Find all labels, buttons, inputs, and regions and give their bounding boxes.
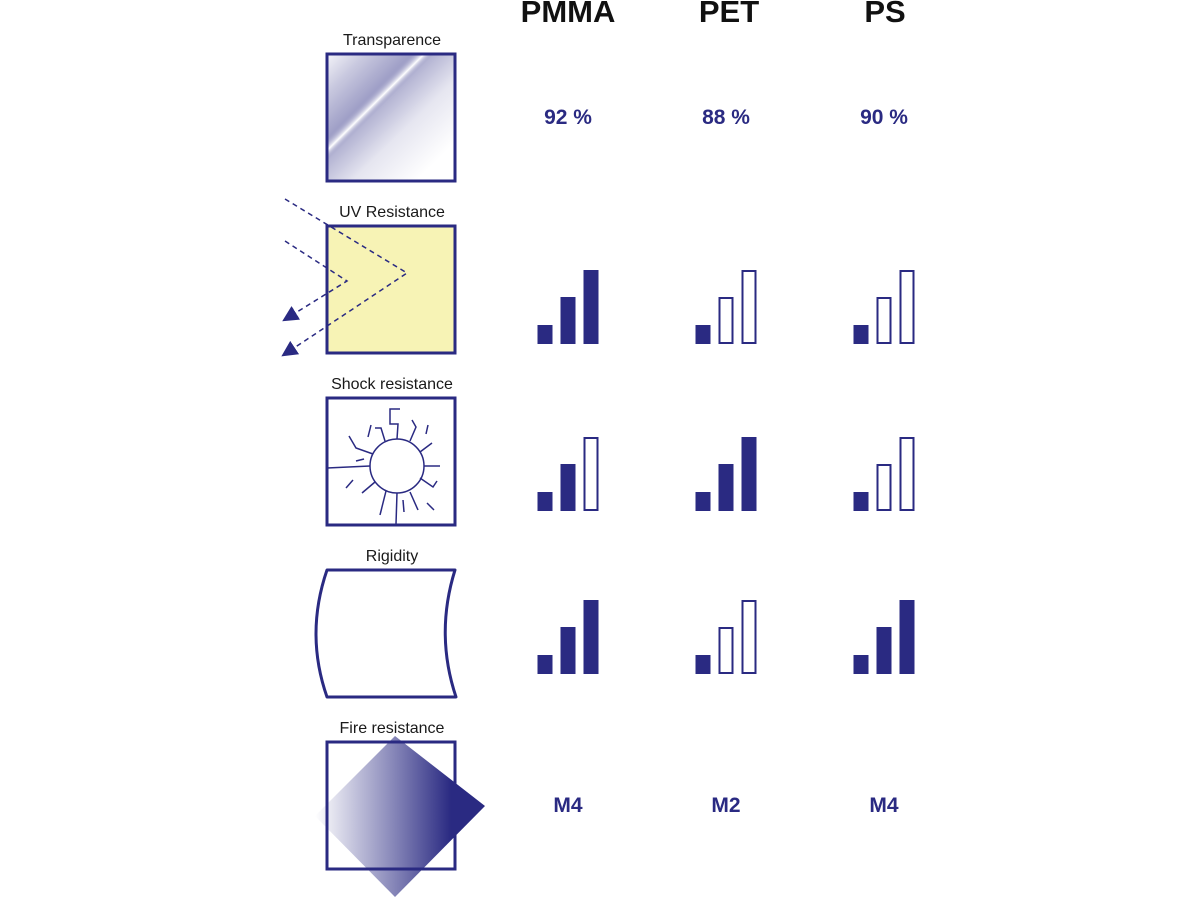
rating-bar-2-filled — [560, 297, 576, 344]
rating-bar-2-empty — [876, 464, 892, 511]
row-label-transparence: Transparence — [343, 32, 441, 49]
rating-bar-1-filled — [695, 492, 711, 511]
row-label-rigidity: Rigidity — [366, 548, 418, 565]
rating-bar-2-filled — [560, 627, 576, 674]
rating-bar-1-filled — [537, 655, 553, 674]
row-labels: Transparence UV Resistance Shock resista… — [331, 32, 453, 737]
shock-resistance-icon — [325, 396, 457, 527]
shock-resistance-rating-ps — [853, 437, 915, 511]
rating-bar-3-empty — [899, 270, 915, 344]
uv-resistance-rating-pet — [695, 270, 757, 344]
column-header-pet: PET — [699, 0, 759, 29]
column-header-ps: PS — [864, 0, 905, 29]
rating-bar-2-filled — [876, 627, 892, 674]
fire-resistance-value-ps: M4 — [869, 794, 898, 817]
rating-bar-3-empty — [741, 600, 757, 674]
fire-resistance-icon — [315, 736, 485, 897]
rating-bar-3-filled — [899, 600, 915, 674]
rating-bar-2-empty — [718, 297, 734, 344]
rating-bar-3-filled — [583, 600, 599, 674]
row-label-shock-resistance: Shock resistance — [331, 376, 453, 393]
rigidity-rating-pmma — [537, 600, 599, 674]
values-layer: 92 % 88 % 90 % M4 M2 M4 — [537, 106, 915, 817]
rating-bar-3-filled — [741, 437, 757, 511]
transparence-value-pet: 88 % — [702, 106, 750, 129]
rating-bar-3-filled — [583, 270, 599, 344]
shock-resistance-rating-pet — [695, 437, 757, 511]
shock-resistance-rating-pmma — [537, 437, 599, 511]
rating-bar-1-filled — [537, 325, 553, 344]
transparence-value-pmma: 92 % — [544, 106, 592, 129]
row-label-uv-resistance: UV Resistance — [339, 204, 445, 221]
uv-resistance-rating-ps — [853, 270, 915, 344]
rating-bar-1-filled — [695, 655, 711, 674]
fire-resistance-value-pet: M2 — [711, 794, 740, 817]
transparency-icon — [325, 52, 457, 183]
column-headers: PMMA PET PS — [521, 0, 906, 29]
uv-resistance-icon — [281, 198, 457, 357]
rating-bar-1-filled — [695, 325, 711, 344]
rating-bar-1-filled — [853, 655, 869, 674]
rating-bar-1-filled — [853, 325, 869, 344]
fire-resistance-value-pmma: M4 — [553, 794, 582, 817]
rating-bar-2-filled — [560, 464, 576, 511]
rating-bar-3-empty — [741, 270, 757, 344]
rating-bar-2-empty — [718, 627, 734, 674]
rating-bar-2-filled — [718, 464, 734, 511]
rigidity-rating-ps — [853, 600, 915, 674]
rating-bar-3-empty — [583, 437, 599, 511]
rating-bar-2-empty — [876, 297, 892, 344]
row-label-fire-resistance: Fire resistance — [340, 720, 445, 737]
transparence-value-ps: 90 % — [860, 106, 908, 129]
rigidity-rating-pet — [695, 600, 757, 674]
rigidity-icon — [314, 568, 458, 699]
rating-bar-1-filled — [853, 492, 869, 511]
rating-bar-1-filled — [537, 492, 553, 511]
rating-bar-3-empty — [899, 437, 915, 511]
uv-resistance-rating-pmma — [537, 270, 599, 344]
column-header-pmma: PMMA — [521, 0, 616, 29]
